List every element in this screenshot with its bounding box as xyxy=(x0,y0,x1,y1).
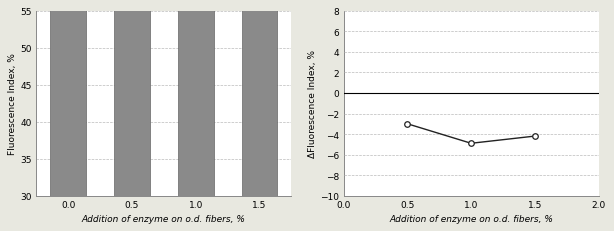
Y-axis label: ΔFluorescence Index, %: ΔFluorescence Index, % xyxy=(308,50,317,158)
Bar xyxy=(114,0,150,196)
Bar xyxy=(178,0,214,196)
Y-axis label: Fluorescence Index, %: Fluorescence Index, % xyxy=(9,53,17,155)
X-axis label: Addition of enzyme on o.d. fibers, %: Addition of enzyme on o.d. fibers, % xyxy=(82,214,246,223)
Bar xyxy=(50,0,86,196)
X-axis label: Addition of enzyme on o.d. fibers, %: Addition of enzyme on o.d. fibers, % xyxy=(389,214,553,223)
Bar xyxy=(242,0,278,196)
